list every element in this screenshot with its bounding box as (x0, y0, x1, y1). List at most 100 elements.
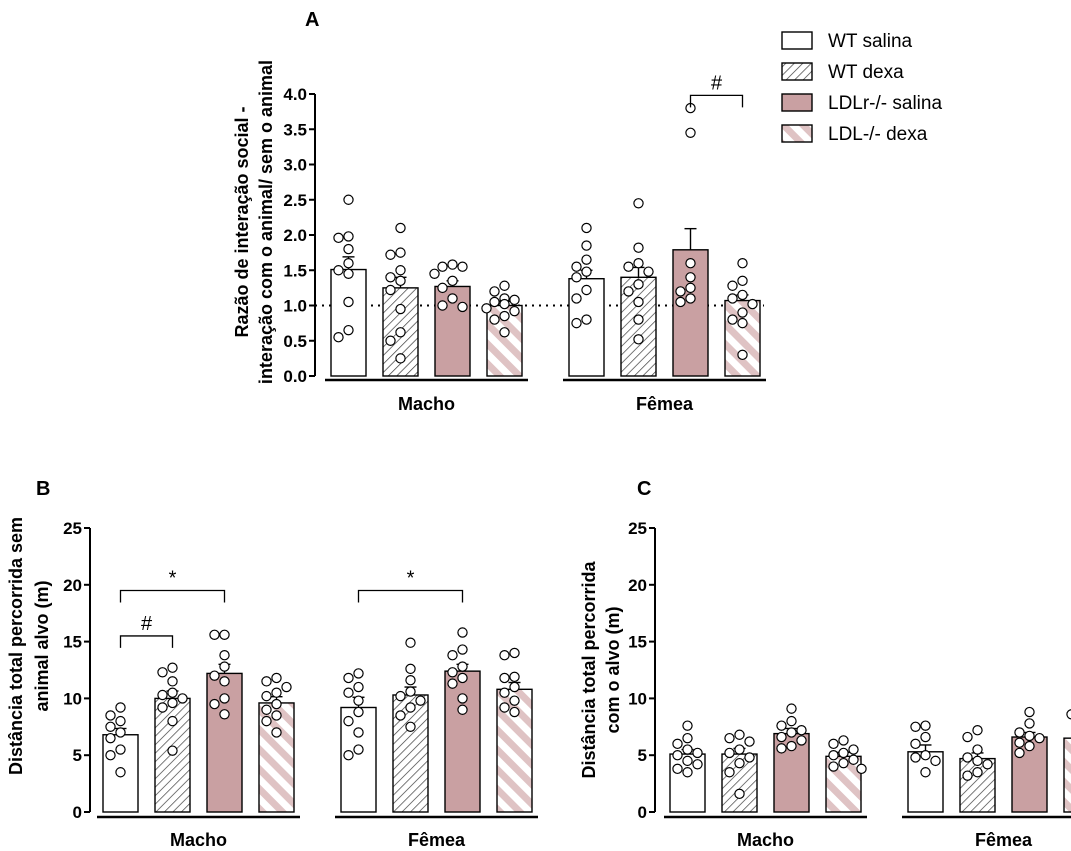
group-label: Fêmea (975, 830, 1033, 850)
data-point (457, 672, 468, 684)
data-point (219, 709, 230, 720)
data-point (499, 298, 510, 310)
data-point (571, 317, 582, 329)
data-point (682, 755, 693, 767)
data-point (509, 695, 520, 706)
data-point (633, 314, 644, 325)
data-point (105, 750, 116, 761)
data-point (685, 258, 696, 269)
data-point (633, 198, 644, 209)
legend-item: WT salina (781, 31, 913, 52)
data-point (920, 720, 931, 731)
data-point (261, 690, 272, 702)
data-point (343, 750, 354, 761)
y-tick-label: 10 (628, 689, 647, 708)
legend-label: WT dexa (828, 62, 904, 83)
data-point (734, 788, 745, 800)
data-point (219, 676, 230, 687)
data-point (271, 727, 282, 738)
data-point (633, 334, 644, 345)
data-point (737, 317, 748, 329)
data-point (499, 672, 510, 684)
data-point (405, 663, 416, 675)
data-point (437, 282, 448, 294)
data-point (737, 258, 748, 269)
data-point (343, 231, 354, 242)
y-tick-label: 0.5 (283, 332, 307, 351)
panel-letter-c: C (637, 478, 651, 500)
data-point (385, 284, 396, 296)
data-point (692, 747, 703, 759)
data-point (167, 745, 178, 756)
data-point (509, 706, 520, 718)
data-point (343, 715, 354, 727)
data-point (353, 695, 364, 706)
data-point (509, 647, 520, 659)
data-point (633, 279, 644, 290)
data-point (633, 296, 644, 308)
data-point (395, 710, 406, 721)
data-point (509, 671, 520, 683)
legend-swatch-wt-salina (781, 31, 813, 50)
data-point (447, 293, 458, 304)
data-point (115, 727, 126, 738)
y-tick-label: 20 (63, 576, 82, 595)
data-point (405, 686, 416, 697)
data-point (796, 725, 807, 736)
group-label: Fêmea (408, 830, 466, 850)
data-point (353, 706, 364, 718)
data-point (848, 744, 859, 755)
data-point (744, 752, 755, 763)
legend-label: LDLr-/- salina (828, 93, 942, 114)
data-point (405, 702, 416, 713)
data-point (737, 349, 748, 361)
data-point (571, 272, 582, 283)
data-point (343, 687, 354, 698)
significance-label: # (711, 72, 723, 94)
y-tick-label: 20 (628, 576, 647, 595)
data-point (1014, 727, 1025, 738)
data-point (838, 735, 849, 746)
panel-letter-b: B (36, 478, 50, 500)
group-label: Fêmea (636, 394, 694, 414)
data-point (105, 721, 116, 733)
data-point (571, 261, 582, 272)
data-point (115, 767, 126, 778)
data-point (261, 715, 272, 727)
data-point (405, 675, 416, 686)
data-point (734, 757, 745, 769)
data-point (972, 725, 983, 736)
data-point (167, 687, 178, 698)
data-point (856, 763, 867, 775)
data-point (672, 738, 683, 750)
data-point (499, 280, 510, 291)
data-point (457, 704, 468, 715)
data-point (115, 744, 126, 755)
data-point (910, 738, 921, 750)
data-point (209, 629, 220, 640)
group-label: Macho (398, 394, 455, 414)
data-point (737, 289, 748, 301)
data-point (828, 761, 839, 772)
y-tick-label: 15 (628, 633, 647, 652)
y-tick-label: 5 (638, 746, 647, 765)
data-point (499, 327, 510, 338)
data-point (105, 710, 116, 721)
data-point (972, 767, 983, 778)
bar (444, 670, 481, 813)
data-point (219, 661, 230, 672)
data-point (786, 740, 797, 752)
data-point (353, 668, 364, 679)
data-point (437, 261, 448, 272)
significance-bracket (119, 635, 174, 648)
data-point (920, 750, 931, 761)
data-point (623, 261, 634, 272)
data-point (457, 661, 468, 672)
legend-item: LDL-/- dexa (781, 124, 928, 145)
data-point (685, 282, 696, 294)
data-point (581, 240, 592, 251)
data-point (333, 332, 344, 343)
data-point (962, 752, 973, 763)
data-point (271, 698, 282, 710)
data-point (385, 335, 396, 346)
